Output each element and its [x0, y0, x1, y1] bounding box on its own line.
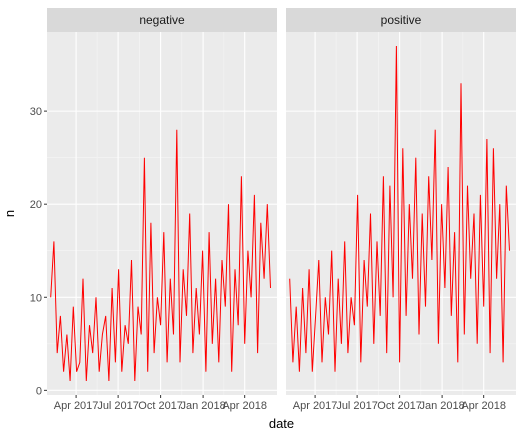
series-line-positive — [289, 45, 510, 372]
y-tick-label: 20 — [30, 199, 42, 211]
x-tick-label: Oct 2017 — [377, 400, 422, 412]
facet-strip — [47, 8, 277, 32]
x-tick-label: Apr 2017 — [54, 400, 99, 412]
panel-background — [47, 32, 277, 395]
y-tick-label: 10 — [30, 292, 42, 304]
x-tick-label: Oct 2017 — [138, 400, 183, 412]
facet-strip-label: positive — [381, 13, 422, 27]
facet-panel-negative: negative — [47, 8, 277, 395]
x-tick-label: Jul 2017 — [336, 400, 378, 412]
facet-strip-label: negative — [139, 13, 185, 27]
x-tick-label: Apr 2018 — [461, 400, 506, 412]
y-axis: 0 10 20 30 — [30, 106, 47, 397]
facet-strip — [286, 8, 516, 32]
panels-layer: negative positive — [47, 8, 516, 395]
y-tick-label: 0 — [36, 385, 42, 397]
y-axis-title: n — [2, 210, 17, 217]
facet-panel-positive: positive — [286, 8, 516, 395]
x-axis-title: date — [269, 416, 294, 431]
x-tick-label: Apr 2017 — [293, 400, 338, 412]
x-tick-label: Jul 2017 — [97, 400, 139, 412]
series-line-negative — [50, 129, 271, 382]
x-tick-label: Jan 2018 — [180, 400, 225, 412]
y-tick-label: 30 — [30, 106, 42, 118]
x-tick-label: Apr 2018 — [222, 400, 267, 412]
x-tick-label: Jan 2018 — [419, 400, 464, 412]
panel-background — [286, 32, 516, 395]
